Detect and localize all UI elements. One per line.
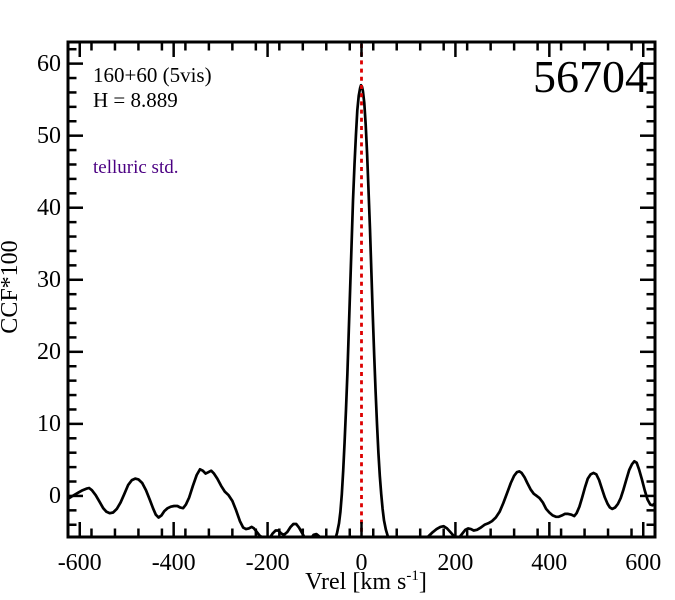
x-axis-title-text: Vrel [km s bbox=[305, 569, 407, 595]
x-axis-title-bracket: ] bbox=[418, 569, 427, 595]
y-tick-label: 50 bbox=[37, 122, 61, 149]
annotation-telluric-std: telluric std. bbox=[93, 157, 179, 178]
annotation-mjd: 56704 bbox=[533, 51, 648, 102]
x-axis-title: Vrel [km s-1] bbox=[305, 568, 427, 595]
tick-marks bbox=[66, 43, 657, 536]
x-tick-label: 400 bbox=[531, 550, 568, 576]
y-tick-label: 40 bbox=[37, 194, 61, 221]
x-tick-label: 600 bbox=[625, 550, 662, 576]
annotation-h-magnitude: H = 8.889 bbox=[93, 88, 178, 112]
x-tick-label: 0 bbox=[355, 550, 368, 576]
axes-frame bbox=[66, 40, 657, 539]
x-axis-title-superscript: -1 bbox=[406, 568, 419, 584]
y-tick-label: 20 bbox=[37, 338, 61, 365]
x-tick-label: -600 bbox=[57, 550, 102, 576]
x-tick-label: 200 bbox=[437, 550, 474, 576]
x-tick-label: -400 bbox=[151, 550, 196, 576]
y-axis-title: CCF*100 bbox=[0, 240, 23, 334]
y-tick-label: 10 bbox=[37, 410, 61, 437]
y-tick-label: 0 bbox=[49, 482, 61, 509]
x-tick-label: -200 bbox=[245, 550, 290, 576]
y-tick-label: 60 bbox=[37, 50, 61, 77]
annotation-field-name: 160+60 (5vis) bbox=[93, 63, 212, 87]
y-tick-label: 30 bbox=[37, 266, 61, 293]
